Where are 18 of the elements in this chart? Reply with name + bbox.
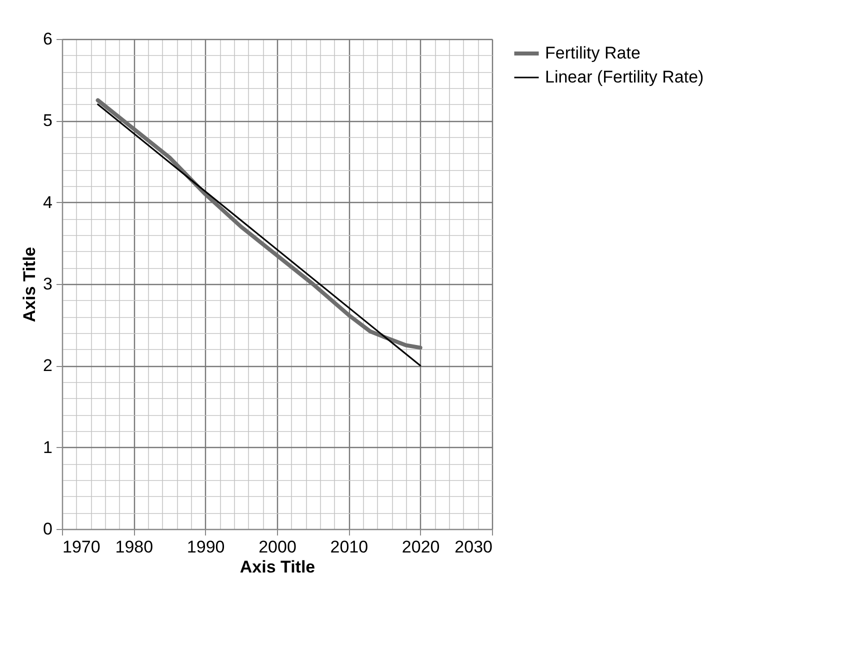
x-tick-label: 2020 (402, 538, 440, 556)
legend-label: Fertility Rate (545, 44, 640, 62)
y-tick-label: 5 (43, 111, 52, 130)
y-axis-title: Axis Title (20, 246, 40, 322)
x-tick-label: 2000 (258, 538, 296, 556)
x-tick-label: 2030 (454, 538, 492, 556)
y-tick-label: 1 (43, 438, 52, 457)
y-tick-label: 4 (43, 192, 52, 212)
y-tick-label: 2 (43, 356, 52, 376)
x-tick-label: 1990 (186, 538, 225, 556)
y-tick-label: 0 (43, 520, 52, 538)
legend-label: Linear (Fertility Rate) (545, 68, 704, 86)
y-tick-label: 6 (43, 30, 52, 48)
x-tick-label: 1980 (115, 538, 154, 556)
x-tick-label: 1970 (62, 538, 100, 556)
x-tick-label: 2010 (330, 538, 368, 556)
x-axis-title: Axis Title (240, 558, 316, 576)
y-tick-label: 3 (43, 274, 52, 294)
